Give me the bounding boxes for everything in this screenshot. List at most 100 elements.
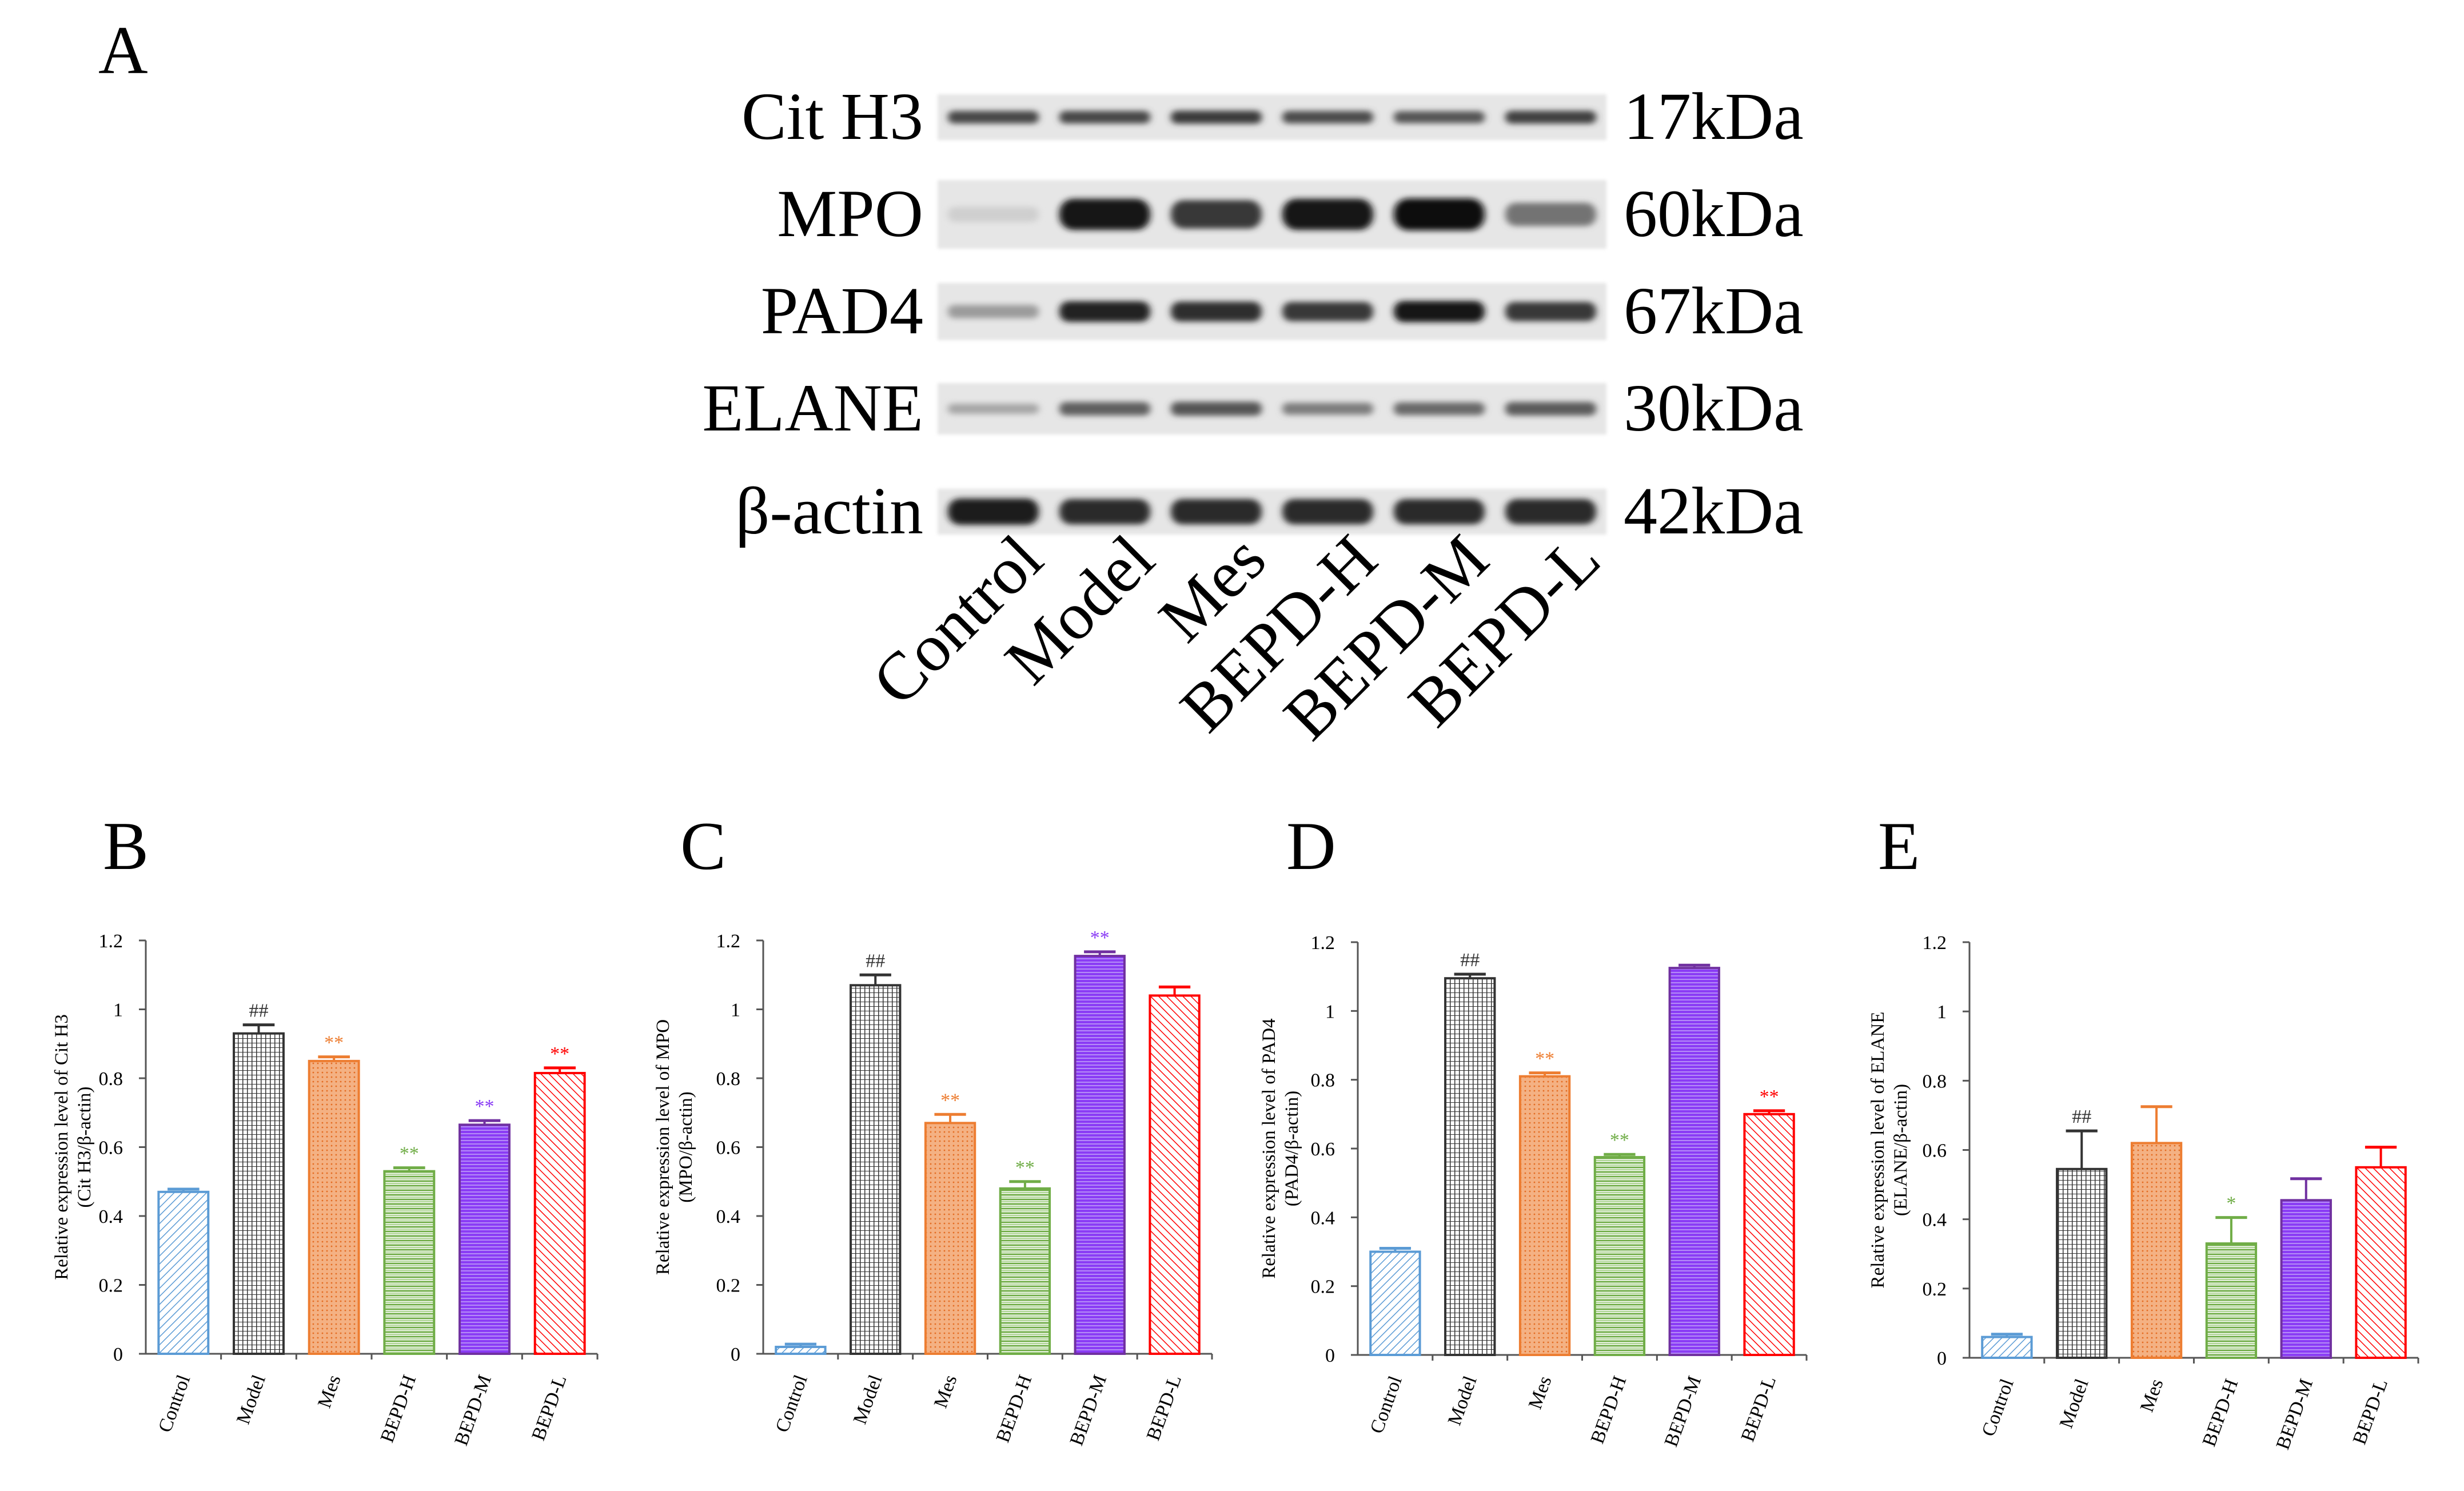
y-tick-label: 1.2 bbox=[716, 931, 741, 952]
bar bbox=[1149, 994, 1201, 1355]
blot-band bbox=[1505, 499, 1596, 525]
y-tick-label: 0.4 bbox=[1311, 1207, 1335, 1229]
y-tick-label: 0.4 bbox=[99, 1206, 123, 1227]
blot-band bbox=[948, 499, 1039, 525]
y-tick-label: 0.4 bbox=[1923, 1210, 1947, 1231]
y-tick-label: 0.8 bbox=[716, 1069, 741, 1090]
blot-weight-label: 67kDa bbox=[1624, 273, 1804, 348]
blot-band bbox=[1059, 499, 1150, 525]
blot-band bbox=[1059, 301, 1150, 322]
y-tick-label: 1.2 bbox=[1311, 932, 1335, 954]
significance-marker: ** bbox=[1760, 1086, 1779, 1107]
significance-marker: ** bbox=[1090, 927, 1110, 948]
x-tick-label: BEPD-H bbox=[2199, 1376, 2243, 1449]
bar bbox=[2355, 1166, 2407, 1359]
blot-strip bbox=[938, 180, 1606, 249]
x-tick-label: Model bbox=[850, 1372, 887, 1427]
blot-band bbox=[1171, 401, 1262, 416]
blot-row: Cit H3 17kDa bbox=[741, 79, 1804, 154]
y-tick-label: 1 bbox=[1937, 1002, 1947, 1023]
bar bbox=[1074, 955, 1126, 1356]
significance-marker: ## bbox=[2072, 1106, 2091, 1127]
x-tick-label: BEPD-L bbox=[1143, 1372, 1186, 1443]
y-axis-label: Relative expression level of ELANE bbox=[1868, 1012, 1888, 1289]
blot-row: β-actin 42kDa bbox=[735, 473, 1803, 548]
bar bbox=[1444, 977, 1496, 1357]
y-tick-label: 1.2 bbox=[1923, 932, 1947, 954]
blot-strip bbox=[938, 283, 1606, 340]
panel-letter: E bbox=[1878, 808, 1920, 884]
x-tick-label: Control bbox=[1978, 1376, 2018, 1439]
x-tick-label: Mes bbox=[2136, 1376, 2168, 1415]
significance-marker: ** bbox=[940, 1090, 960, 1111]
bar bbox=[233, 1032, 285, 1356]
blot-weight-label: 30kDa bbox=[1624, 370, 1804, 445]
significance-marker: ## bbox=[866, 950, 885, 971]
x-tick-label: BEPD-M bbox=[1661, 1373, 1706, 1449]
bar bbox=[157, 1190, 210, 1355]
blot-row: MPO 60kDa bbox=[777, 176, 1803, 251]
x-tick-label: Model bbox=[233, 1372, 270, 1427]
x-tick-label: BEPD-H bbox=[992, 1372, 1036, 1445]
x-tick-label: Control bbox=[1366, 1373, 1406, 1436]
blot-band bbox=[1394, 301, 1485, 322]
bar bbox=[1668, 967, 1720, 1356]
bar bbox=[2280, 1199, 2332, 1360]
blot-weight-label: 17kDa bbox=[1624, 79, 1804, 154]
bar bbox=[999, 1187, 1051, 1356]
significance-marker: ## bbox=[249, 1000, 269, 1022]
y-tick-label: 0.6 bbox=[1923, 1141, 1947, 1162]
bar bbox=[1593, 1156, 1646, 1356]
y-axis-label-sub: (PAD4/β-actin) bbox=[1282, 1091, 1302, 1207]
y-tick-label: 1 bbox=[113, 1000, 123, 1021]
y-tick-label: 0.8 bbox=[1923, 1071, 1947, 1092]
x-tick-label: BEPD-H bbox=[1587, 1373, 1631, 1446]
panel-letter: B bbox=[103, 808, 149, 884]
y-tick-label: 0.6 bbox=[1311, 1139, 1335, 1160]
x-tick-label: BEPD-H bbox=[377, 1372, 421, 1445]
y-tick-label: 0.8 bbox=[99, 1069, 123, 1090]
blot-band bbox=[948, 305, 1039, 318]
y-tick-label: 1 bbox=[731, 1000, 740, 1021]
blot-band bbox=[1282, 198, 1373, 230]
y-tick-label: 0.8 bbox=[1311, 1070, 1335, 1091]
y-axis-label: Relative expression level of MPO bbox=[653, 1019, 673, 1275]
y-tick-label: 0.4 bbox=[716, 1206, 741, 1227]
significance-marker: ** bbox=[475, 1096, 495, 1117]
blot-band bbox=[1394, 111, 1485, 123]
bar bbox=[2205, 1242, 2258, 1359]
y-tick-label: 0 bbox=[113, 1344, 123, 1365]
y-axis-label-sub: (MPO/β-actin) bbox=[676, 1091, 696, 1203]
blot-band bbox=[1505, 110, 1596, 124]
blot-protein-label: PAD4 bbox=[761, 273, 923, 348]
x-tick-label: Model bbox=[2056, 1376, 2093, 1431]
significance-marker: ** bbox=[324, 1032, 344, 1054]
blot-band bbox=[1282, 111, 1373, 123]
significance-marker: ** bbox=[400, 1143, 419, 1165]
y-tick-label: 0 bbox=[1325, 1345, 1335, 1366]
blot-strip bbox=[938, 489, 1606, 535]
panel-letter: D bbox=[1286, 808, 1336, 884]
bar-chart-e: E Relative expression level of ELANE (ELAN… bbox=[1868, 808, 2419, 1452]
bar-chart-c: C Relative expression level of MPO (MPO/β-… bbox=[653, 808, 1213, 1448]
blot-band bbox=[1059, 111, 1150, 123]
y-axis-label-sub: (Cit H3/β-actin) bbox=[74, 1087, 95, 1208]
western-blot-panel: A Cit H3 17kDa MPO 60kDa PAD4 67kDa ELANE 30kDa… bbox=[98, 12, 1804, 754]
blot-weight-label: 60kDa bbox=[1624, 176, 1804, 251]
bar bbox=[2130, 1142, 2183, 1359]
bar bbox=[2056, 1167, 2108, 1359]
y-tick-label: 0 bbox=[1937, 1348, 1947, 1369]
blot-row: PAD4 67kDa bbox=[761, 273, 1804, 348]
blot-protein-label: ELANE bbox=[702, 370, 923, 445]
y-tick-label: 0.2 bbox=[1311, 1277, 1335, 1298]
y-tick-label: 1.2 bbox=[99, 931, 123, 952]
y-tick-label: 1 bbox=[1325, 1001, 1335, 1022]
y-tick-label: 0.2 bbox=[1923, 1279, 1947, 1300]
blot-strip bbox=[938, 94, 1606, 140]
x-tick-label: BEPD-L bbox=[2349, 1376, 2392, 1447]
bar-chart-d: D Relative expression level of PAD4 (PAD4/… bbox=[1259, 808, 1808, 1449]
blot-band bbox=[1282, 302, 1373, 321]
bar bbox=[533, 1071, 586, 1356]
blot-band bbox=[1059, 198, 1150, 230]
